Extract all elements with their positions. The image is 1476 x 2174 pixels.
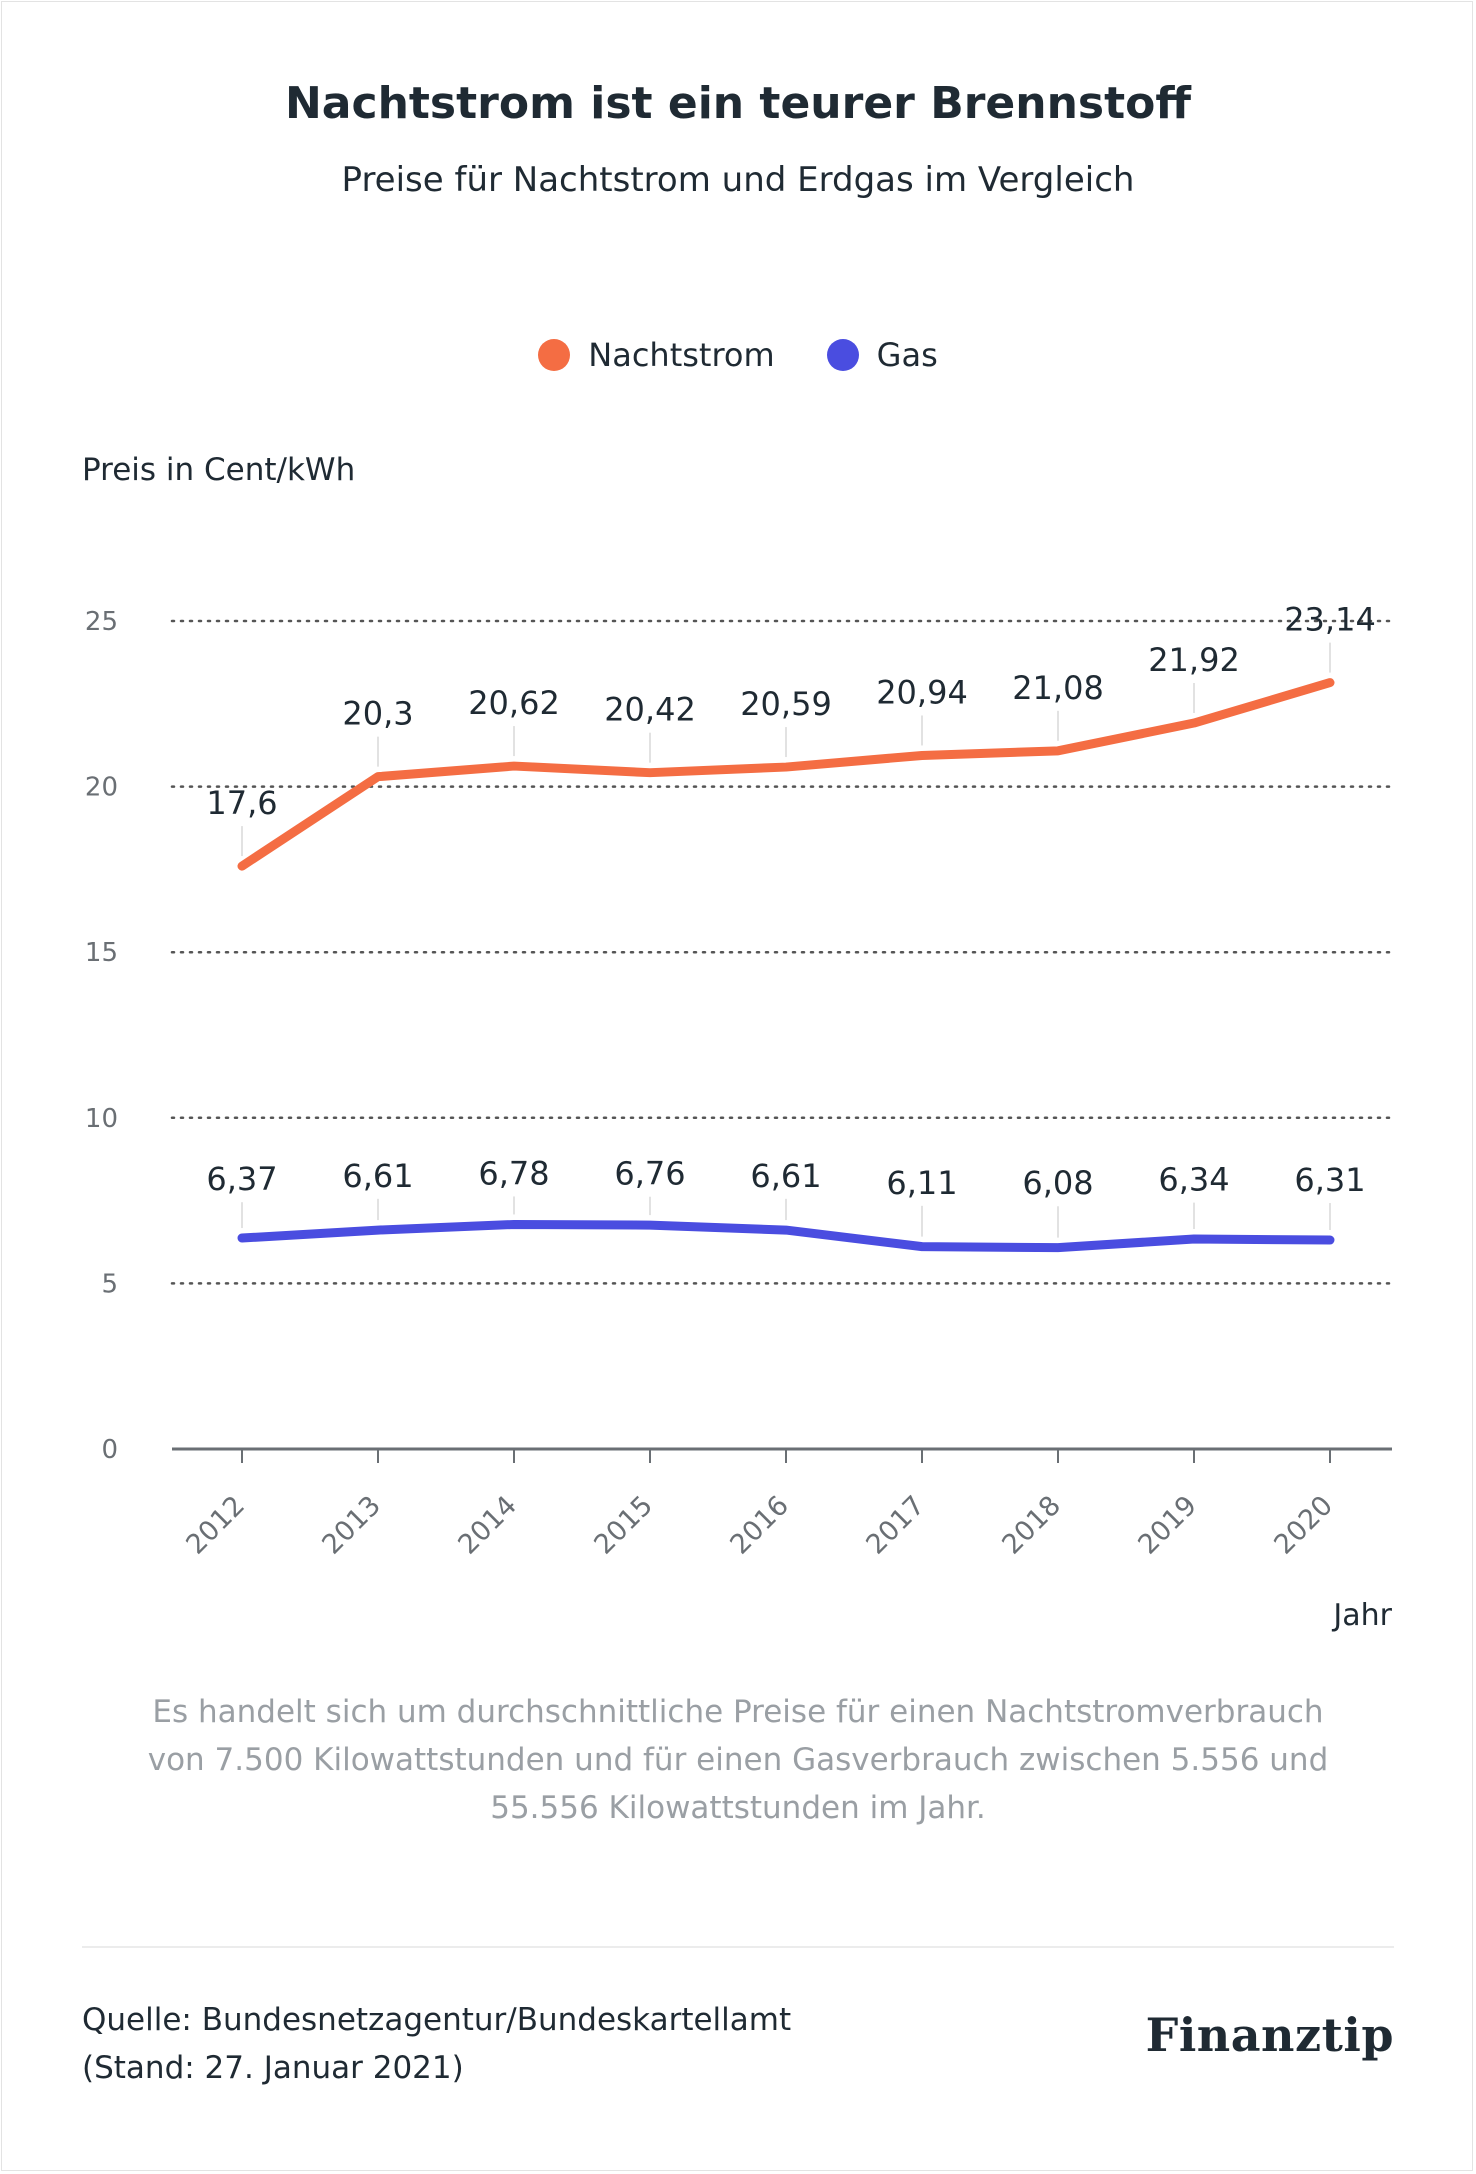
- data-label: 6,08: [1022, 1164, 1093, 1202]
- data-label: 20,59: [740, 685, 832, 723]
- series-line-nachtstrom: [237, 678, 1335, 871]
- y-tick-label: 5: [101, 1269, 118, 1299]
- data-label: 21,08: [1012, 669, 1104, 707]
- series-lines: [237, 678, 1335, 1253]
- legend-label-nachtstrom: Nachtstrom: [588, 336, 775, 374]
- data-label: 20,3: [342, 695, 413, 733]
- data-label: 6,31: [1294, 1161, 1365, 1199]
- x-tick-label: 2014: [452, 1490, 523, 1561]
- data-label: 23,14: [1284, 601, 1376, 639]
- footnote: Es handelt sich um durchschnittliche Pre…: [147, 1694, 1329, 1826]
- grid-lines: [170, 619, 1394, 1285]
- data-label: 6,11: [886, 1164, 957, 1202]
- source-date: (Stand: 27. Januar 2021): [82, 2050, 464, 2086]
- data-label: 17,6: [206, 784, 277, 822]
- x-tick-label: 2016: [724, 1490, 795, 1561]
- y-tick-label: 15: [85, 938, 118, 968]
- source: Quelle: Bundesnetzagentur/Bundeskartella…: [82, 1996, 791, 2092]
- data-label: 6,78: [478, 1154, 549, 1192]
- data-label: 6,37: [206, 1160, 277, 1198]
- data-label: 20,62: [468, 684, 560, 722]
- x-tick-label: 2017: [860, 1490, 931, 1561]
- data-labels: 17,6 20,3 20,62 20,42 20,59 20,94 21,08 21,92 23…: [206, 601, 1376, 1238]
- y-tick-label: 25: [85, 607, 118, 637]
- x-axis-label: Jahr: [1333, 1598, 1392, 1633]
- data-label: 6,76: [614, 1155, 685, 1193]
- data-label: 6,34: [1158, 1161, 1229, 1199]
- series-line-gas: [237, 1219, 1335, 1253]
- divider: [82, 1946, 1394, 1948]
- x-tick-label: 2015: [588, 1490, 659, 1561]
- data-label: 20,94: [876, 673, 968, 711]
- legend-swatch-nachtstrom: [538, 339, 571, 371]
- legend-swatch-gas: [826, 339, 859, 371]
- data-label: 6,61: [342, 1157, 413, 1195]
- data-label: 20,42: [604, 691, 696, 729]
- source-line: Quelle: Bundesnetzagentur/Bundeskartella…: [82, 2002, 792, 2038]
- legend-item-nachtstrom[interactable]: Nachtstrom: [538, 336, 775, 374]
- x-tick-label: 2019: [1132, 1490, 1203, 1561]
- chart-subtitle: Preise für Nachtstrom und Erdgas im Verg…: [341, 160, 1135, 200]
- data-label: 6,61: [750, 1157, 821, 1195]
- finanztip-logo: Finanztip: [1145, 2008, 1394, 2062]
- x-tick-label: 2012: [180, 1490, 251, 1561]
- data-label: 21,92: [1148, 641, 1240, 679]
- x-tick-label: 2020: [1268, 1490, 1339, 1561]
- x-tick-label: 2018: [996, 1490, 1067, 1561]
- y-tick-labels: 0 5 10 15 20 25: [85, 607, 118, 1465]
- legend-item-gas[interactable]: Gas: [826, 336, 938, 374]
- chart-legend: Nachtstrom Gas: [0, 336, 1476, 374]
- chart-title: Nachtstrom ist ein teurer Brennstoff: [284, 78, 1192, 129]
- y-axis-label: Preis in Cent/kWh: [82, 452, 356, 488]
- legend-label-gas: Gas: [876, 336, 938, 374]
- x-axis: 2012 2013 2014 2015 2016 2017 2018 2019 2020: [172, 1447, 1392, 1561]
- x-tick-label: 2013: [316, 1490, 387, 1561]
- y-tick-label: 0: [101, 1435, 118, 1465]
- y-tick-label: 10: [85, 1104, 118, 1134]
- y-tick-label: 20: [85, 773, 118, 803]
